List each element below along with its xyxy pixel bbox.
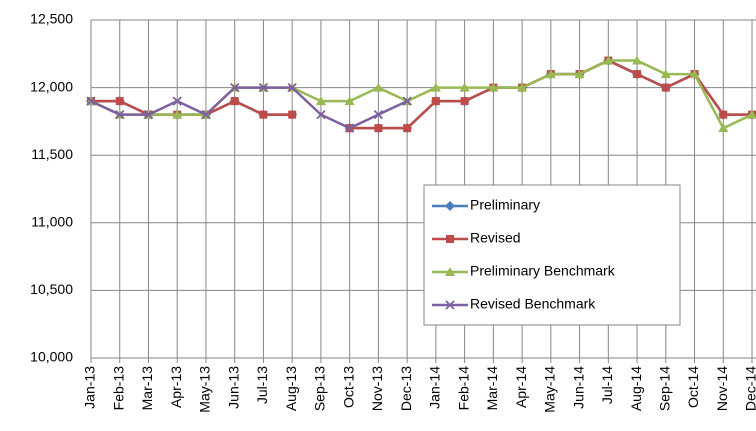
x-tick-label: Jan-13 — [82, 366, 98, 409]
marker — [115, 110, 125, 120]
marker — [373, 110, 384, 120]
x-tick-label: Aug-14 — [628, 366, 644, 411]
x-tick-label: Jun-13 — [225, 366, 241, 409]
legend-label: Revised Benchmark — [470, 296, 596, 312]
legend-label: Revised — [470, 230, 521, 246]
marker — [172, 96, 182, 106]
marker — [689, 69, 700, 79]
marker — [445, 300, 455, 310]
x-tick-label: Aug-13 — [283, 366, 299, 411]
marker — [460, 97, 469, 106]
y-tick-label: 12,500 — [30, 11, 73, 27]
marker — [259, 110, 268, 119]
x-tick-label: Nov-13 — [369, 366, 385, 411]
marker — [288, 110, 297, 119]
marker — [201, 110, 211, 120]
x-tick-label: Oct-13 — [340, 366, 356, 408]
x-tick-label: May-13 — [197, 366, 213, 413]
y-tick-label: 11,000 — [31, 214, 73, 230]
marker — [445, 267, 455, 276]
x-tick-label: Sep-14 — [657, 366, 673, 411]
marker — [230, 82, 240, 93]
marker — [344, 96, 355, 106]
series-line — [90, 86, 408, 130]
marker — [403, 124, 412, 133]
marker — [316, 110, 326, 120]
marker — [86, 96, 96, 106]
marker — [574, 69, 585, 79]
y-tick-label: 10,000 — [30, 349, 73, 365]
marker — [172, 109, 183, 119]
y-tick-label: 12,000 — [30, 78, 73, 94]
x-tick-label: Dec-14 — [743, 366, 756, 411]
marker — [661, 83, 670, 92]
marker — [488, 82, 499, 92]
legend-label: Preliminary Benchmark — [470, 263, 616, 279]
marker — [603, 55, 614, 65]
x-tick-label: Feb-13 — [110, 366, 126, 411]
marker — [632, 55, 643, 65]
marker — [230, 97, 239, 106]
legend-box — [423, 184, 681, 326]
marker — [430, 82, 441, 92]
x-tick-label: Apr-14 — [513, 366, 529, 408]
x-tick-label: Jul-14 — [599, 366, 615, 404]
x-tick-label: May-14 — [542, 366, 558, 413]
marker — [345, 123, 355, 133]
x-tick-label: Jan-14 — [427, 366, 443, 409]
marker — [718, 123, 729, 133]
marker — [315, 96, 326, 106]
marker — [446, 235, 454, 243]
x-tick-label: Sep-13 — [312, 366, 328, 411]
y-tick-label: 11,500 — [31, 146, 73, 162]
marker — [747, 109, 756, 119]
x-tick-label: Dec-13 — [398, 366, 414, 411]
marker — [402, 96, 412, 106]
marker — [660, 69, 671, 79]
marker — [258, 82, 269, 93]
x-tick-label: Mar-13 — [139, 366, 155, 411]
marker — [517, 82, 528, 92]
marker — [459, 82, 470, 92]
x-tick-label: Apr-13 — [168, 366, 184, 408]
marker — [545, 69, 556, 79]
marker — [719, 110, 728, 119]
x-tick-label: Jul-13 — [254, 366, 270, 404]
x-tick-label: Feb-14 — [455, 366, 471, 411]
x-tick-label: Jun-14 — [570, 366, 586, 409]
marker — [445, 201, 455, 211]
marker — [633, 70, 642, 79]
marker — [143, 110, 154, 120]
y-tick-label: 10,500 — [30, 281, 73, 297]
x-tick-label: Mar-14 — [484, 366, 500, 411]
legend-label: Preliminary — [470, 197, 540, 213]
marker — [115, 97, 124, 106]
x-tick-label: Nov-14 — [714, 366, 730, 411]
marker — [287, 82, 297, 93]
x-tick-label: Oct-14 — [685, 366, 701, 408]
marker — [374, 124, 383, 133]
marker — [373, 82, 384, 92]
marker — [431, 97, 440, 106]
series-line — [90, 59, 753, 130]
